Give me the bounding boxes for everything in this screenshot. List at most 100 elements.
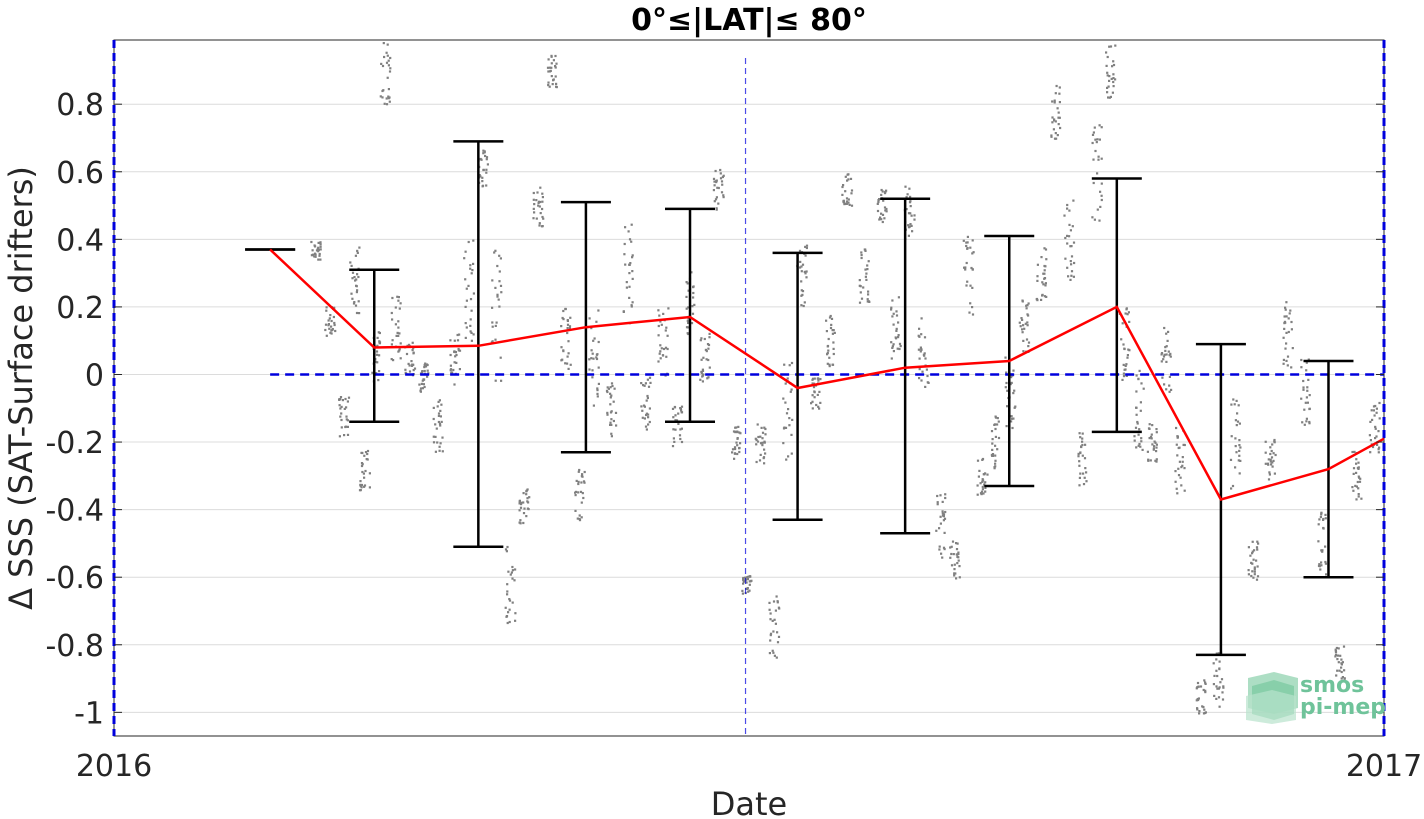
- scatter-point: [483, 150, 486, 153]
- scatter-point: [1203, 679, 1206, 682]
- scatter-point: [1010, 381, 1013, 384]
- scatter-point: [310, 240, 313, 244]
- scatter-point: [964, 266, 967, 269]
- scatter-point: [355, 291, 358, 294]
- scatter-point: [525, 493, 528, 496]
- scatter-point: [1162, 358, 1165, 361]
- scatter-point: [548, 70, 552, 73]
- scatter-point: [1136, 422, 1139, 425]
- scatter-point: [1238, 439, 1241, 442]
- scatter-point: [800, 304, 803, 307]
- scatter-point: [1085, 471, 1088, 474]
- scatter-point: [938, 545, 941, 548]
- scatter-point: [622, 310, 625, 313]
- scatter-point: [898, 342, 902, 345]
- scatter-point: [943, 548, 946, 551]
- scatter-point: [1151, 443, 1154, 446]
- scatter-point: [769, 618, 772, 621]
- scatter-point: [592, 339, 595, 342]
- scatter-point: [533, 203, 536, 206]
- scatter-point: [722, 194, 725, 197]
- scatter-point: [825, 330, 828, 333]
- scatter-point: [1283, 327, 1286, 330]
- scatter-point: [895, 310, 898, 313]
- scatter-point: [566, 327, 569, 330]
- scatter-point: [747, 575, 750, 578]
- scatter-point: [950, 552, 953, 556]
- scatter-point: [1336, 669, 1339, 672]
- scatter-point: [1027, 302, 1030, 305]
- scatter-point: [1355, 498, 1358, 501]
- scatter-point: [399, 302, 402, 305]
- scatter-point: [842, 184, 845, 187]
- scatter-point: [1012, 392, 1015, 395]
- scatter-point: [971, 313, 975, 316]
- scatter-point: [864, 249, 867, 252]
- scatter-point: [555, 82, 558, 85]
- scatter-point: [1239, 446, 1242, 449]
- scatter-point: [504, 548, 508, 551]
- scatter-point: [1371, 445, 1375, 449]
- scatter-point: [596, 395, 599, 398]
- scatter-point: [1120, 338, 1123, 341]
- scatter-point: [1282, 362, 1285, 365]
- scatter-point: [1375, 435, 1378, 438]
- scatter-point: [314, 245, 317, 248]
- scatter-point: [892, 343, 895, 346]
- scatter-point: [671, 407, 675, 410]
- scatter-point: [714, 198, 718, 201]
- scatter-point: [761, 444, 764, 447]
- scatter-point: [434, 450, 437, 453]
- scatter-point: [421, 387, 424, 390]
- scatter-point: [437, 414, 440, 417]
- scatter-point: [890, 308, 893, 311]
- scatter-point: [1027, 341, 1031, 344]
- scatter-point: [506, 545, 509, 549]
- scatter-point: [1137, 377, 1140, 380]
- scatter-point: [991, 438, 994, 441]
- scatter-point: [881, 190, 884, 193]
- scatter-point: [1236, 412, 1239, 415]
- scatter-point: [324, 323, 328, 326]
- scatter-point: [345, 415, 348, 418]
- scatter-point: [505, 550, 508, 553]
- scatter-point: [1098, 138, 1101, 141]
- y-tick-label: 0.8: [56, 88, 104, 123]
- scatter-point: [818, 407, 821, 410]
- scatter-point: [383, 55, 386, 59]
- scatter-point: [952, 553, 955, 556]
- scatter-point: [741, 589, 744, 592]
- scatter-point: [1133, 435, 1136, 438]
- scatter-point: [506, 590, 509, 593]
- scatter-point: [455, 361, 458, 364]
- scatter-point: [641, 416, 644, 419]
- scatter-point: [1340, 658, 1343, 661]
- scatter-point: [506, 621, 509, 625]
- scatter-point: [605, 389, 609, 392]
- scatter-point: [623, 242, 626, 246]
- scatter-point: [788, 424, 791, 427]
- scatter-point: [645, 412, 648, 415]
- scatter-point: [818, 390, 821, 393]
- scatter-point: [850, 204, 854, 207]
- scatter-point: [1374, 437, 1377, 440]
- scatter-point: [537, 201, 540, 204]
- scatter-point: [848, 203, 851, 206]
- scatter-point: [1025, 338, 1029, 341]
- scatter-point: [327, 324, 330, 327]
- scatter-point: [1014, 405, 1017, 408]
- scatter-point: [1093, 218, 1096, 221]
- scatter-point: [1306, 386, 1309, 389]
- scatter-point: [799, 260, 802, 263]
- scatter-point: [628, 263, 631, 266]
- scatter-point: [1019, 325, 1022, 328]
- scatter-point: [1071, 225, 1074, 228]
- scatter-point: [1025, 304, 1028, 307]
- scatter-point: [606, 413, 609, 416]
- scatter-point: [1084, 443, 1087, 446]
- plot-area: [113, 39, 1385, 737]
- scatter-point: [386, 54, 389, 57]
- scatter-point: [749, 575, 752, 578]
- scatter-point: [680, 427, 683, 430]
- scatter-point: [567, 340, 570, 343]
